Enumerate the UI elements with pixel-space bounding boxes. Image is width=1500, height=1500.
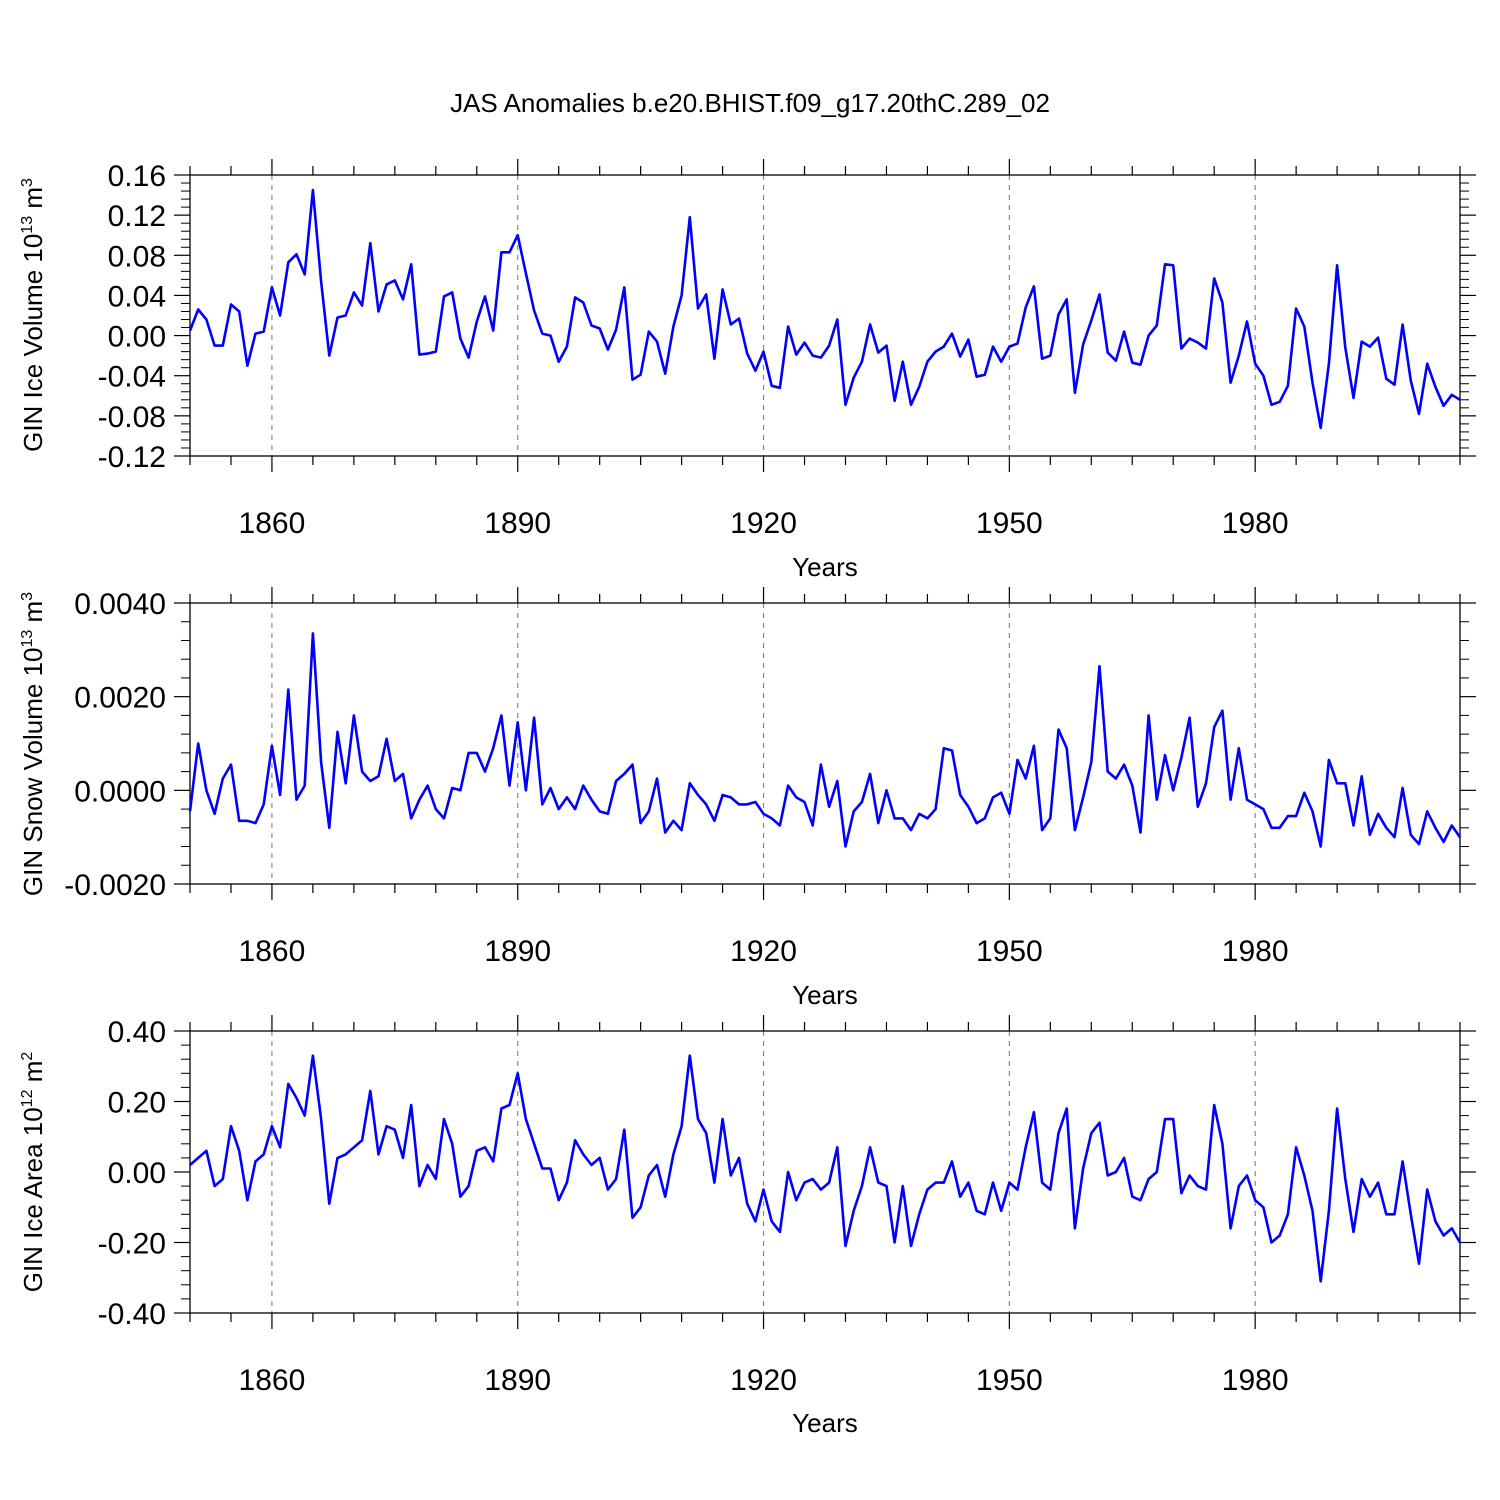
y-tick-label: 0.0020 (74, 682, 166, 715)
y-tick-label: -0.20 (98, 1228, 166, 1261)
y-tick-label: 0.08 (108, 240, 166, 273)
x-tick-label: 1890 (484, 935, 551, 968)
y-tick-label: -0.12 (98, 441, 166, 474)
x-tick-label: 1950 (976, 1364, 1043, 1397)
x-tick-label: 1860 (239, 507, 306, 540)
x-tick-label: 1860 (239, 1364, 306, 1397)
y-tick-label: -0.08 (98, 401, 166, 434)
y-axis-label: GIN Snow Volume 1013 m3 (18, 592, 48, 896)
y-tick-label: -0.04 (98, 361, 166, 394)
ice-area-panel: -0.40 -0.20 0.00 0.20 0.40 1860 1890 1920 1950 19… (18, 1015, 1476, 1438)
ice-area-series-line (189, 1054, 1462, 1283)
y-tick-label: 0.0000 (74, 775, 166, 808)
x-tick-label: 1920 (730, 507, 797, 540)
ice-volume-series-line (188, 188, 1461, 430)
y-tick-label: 0.40 (108, 1016, 166, 1049)
x-axis-label: Years (792, 552, 858, 582)
y-tick-label: 0.00 (108, 321, 166, 354)
plot-frame (189, 174, 1461, 457)
x-tick-label: 1950 (976, 935, 1043, 968)
x-tick-label: 1920 (730, 935, 797, 968)
y-axis-label: GIN Ice Volume 1013 m3 (18, 178, 48, 452)
figure-title: JAS Anomalies b.e20.BHIST.f09_g17.20thC.… (450, 88, 1050, 118)
y-tick-label: -0.0020 (64, 869, 166, 902)
snow-volume-panel: -0.0020 0.0000 0.0020 0.0040 1860 1890 1920 195… (18, 587, 1476, 1010)
y-tick-label: 0.12 (108, 200, 166, 233)
snow-volume-series-line (188, 632, 1462, 848)
x-tick-label: 1890 (484, 1364, 551, 1397)
x-axis-label: Years (792, 980, 858, 1010)
y-tick-label: 0.16 (108, 160, 166, 193)
x-tick-label: 1890 (484, 507, 551, 540)
x-tick-label: 1950 (976, 507, 1043, 540)
y-axis-label: GIN Ice Area 1012 m2 (18, 1052, 48, 1293)
x-tick-label: 1860 (239, 935, 306, 968)
x-axis-label: Years (792, 1408, 858, 1438)
y-tick-label: 0.20 (108, 1087, 166, 1120)
plot-frame (189, 602, 1461, 885)
y-tick-label: 0.04 (108, 280, 166, 313)
x-tick-label: 1980 (1222, 1364, 1289, 1397)
y-tick-label: 0.0040 (74, 588, 166, 621)
x-tick-label: 1980 (1222, 935, 1289, 968)
x-tick-label: 1920 (730, 1364, 797, 1397)
ice-volume-panel: -0.12 -0.08 -0.04 0.00 0.04 0.08 0.12 0.16 1860 1… (18, 159, 1476, 582)
x-tick-label: 1980 (1222, 507, 1289, 540)
plot-frame (189, 1030, 1461, 1314)
y-tick-label: 0.00 (108, 1157, 166, 1190)
y-tick-label: -0.40 (98, 1298, 166, 1331)
